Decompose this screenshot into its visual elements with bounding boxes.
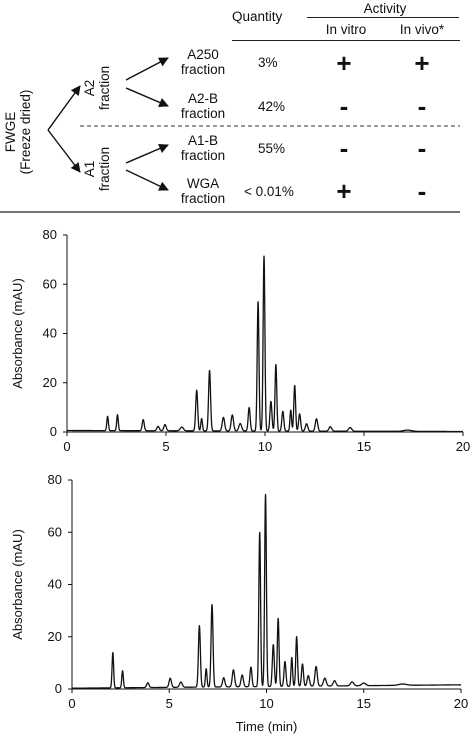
- in-vitro-value: +: [336, 176, 352, 206]
- y-axis-label: Absorbance (mAU): [10, 529, 25, 640]
- y-tick-label: 40: [43, 326, 57, 341]
- x-tick-label: 0: [68, 696, 75, 711]
- x-tick-label: 15: [357, 696, 371, 711]
- fraction-name-line2: fraction: [180, 62, 226, 77]
- quantity-value: 3%: [258, 55, 278, 70]
- x-tick-label: 5: [162, 439, 169, 454]
- activity-header: Activity: [363, 1, 407, 16]
- arrow-a2-to-a250: [125, 57, 169, 81]
- in-vivo-value: +: [414, 48, 430, 78]
- y-tick-label: 40: [48, 577, 62, 592]
- in-vivo-value: -: [417, 176, 427, 206]
- x-tick-label: 10: [258, 439, 272, 454]
- quantity-value: 55%: [258, 141, 286, 156]
- y-tick-label: 20: [43, 375, 57, 390]
- fraction-name-line2: fraction: [180, 106, 226, 121]
- y-tick-label: 0: [50, 424, 57, 439]
- x-tick-label: 20: [454, 696, 468, 711]
- arrow-a1-to-a1b: [125, 143, 169, 164]
- fraction-name: A2-B fraction: [168, 91, 238, 121]
- chromatogram-trace: [71, 493, 462, 689]
- x-tick-label: 15: [357, 439, 371, 454]
- y-axis-label: Absorbance (mAU): [10, 278, 25, 389]
- fraction-name-line2: fraction: [180, 191, 226, 206]
- x-axis-label: Time (min): [236, 719, 298, 734]
- arrow-a2-to-a2b: [125, 87, 169, 108]
- fraction-name-line1: WGA: [186, 176, 220, 191]
- in-vivo-header: In vivo*: [399, 22, 445, 37]
- header-rule: [232, 40, 460, 41]
- arrow-root-to-a2: [47, 85, 81, 131]
- x-tick-label: 0: [63, 439, 70, 454]
- in-vivo-value: -: [417, 133, 427, 163]
- in-vitro-value: +: [336, 48, 352, 78]
- fraction-name-line2: fraction: [180, 148, 226, 163]
- y-tick-label: 0: [55, 681, 62, 696]
- fraction-name-line1: A250: [187, 47, 219, 62]
- y-tick-label: 80: [48, 472, 62, 487]
- chromatogram-trace: [66, 255, 464, 433]
- quantity-value: < 0.01%: [244, 184, 294, 199]
- fraction-name-line1: A1-B: [187, 133, 218, 148]
- activity-header-rule: [307, 17, 459, 18]
- chart-panel-1: 0 20 40 60 80 0 5 10 15 20 Absorbance (mAU): [10, 227, 470, 454]
- y-tick-label: 60: [43, 276, 57, 291]
- in-vitro-header: In vitro: [325, 22, 367, 37]
- in-vitro-value: -: [339, 133, 349, 163]
- y-tick-label: 60: [48, 524, 62, 539]
- chart-panel-2: 0 20 40 60 80 0 5 10 15 20 Absorbance (mAU) Time (m…: [10, 472, 468, 734]
- x-tick-label: 20: [456, 439, 470, 454]
- in-vivo-value: -: [417, 91, 427, 121]
- fraction-name: A1-B fraction: [168, 133, 238, 163]
- arrow-root-to-a1: [47, 129, 81, 173]
- in-vitro-value: -: [339, 91, 349, 121]
- fraction-name-line1: A2-B: [187, 91, 218, 106]
- arrow-a1-to-wga: [125, 169, 169, 191]
- y-tick-label: 80: [43, 227, 57, 242]
- y-tick-label: 20: [48, 629, 62, 644]
- x-tick-label: 5: [166, 696, 173, 711]
- quantity-header: Quantity: [232, 9, 283, 24]
- x-tick-label: 10: [259, 696, 273, 711]
- fraction-name: A250 fraction: [168, 47, 238, 77]
- fraction-name: WGA fraction: [168, 176, 238, 206]
- quantity-value: 42%: [258, 99, 286, 114]
